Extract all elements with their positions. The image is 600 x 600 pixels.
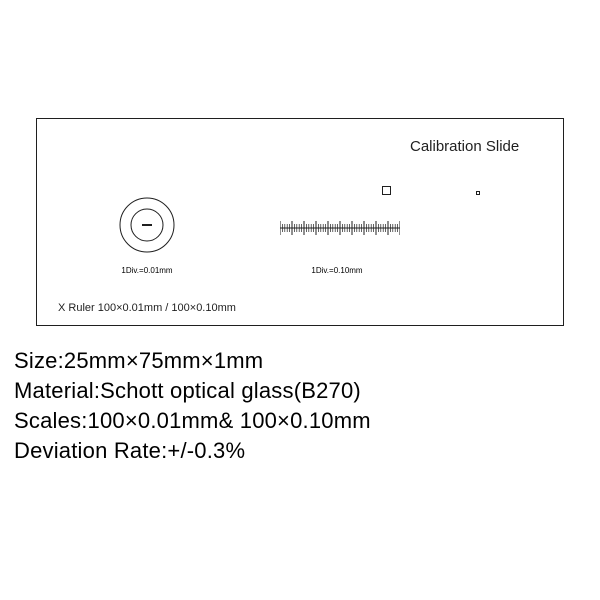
spec-line-deviation: Deviation Rate:+/-0.3%: [14, 438, 245, 464]
page: Calibration Slide 1Div.=0.01mm 1Div.=0.1…: [0, 0, 600, 600]
spec-line-size: Size:25mm×75mm×1mm: [14, 348, 263, 374]
square-marker-big: [382, 186, 391, 195]
circle-svg: [118, 196, 176, 254]
circle-label: 1Div.=0.01mm: [116, 266, 178, 275]
slide-title: Calibration Slide: [410, 138, 519, 155]
ruler-svg: [280, 212, 400, 240]
spec-line-scales: Scales:100×0.01mm& 100×0.10mm: [14, 408, 371, 434]
spec-line-material: Material:Schott optical glass(B270): [14, 378, 361, 404]
ruler-label: 1Div.=0.10mm: [306, 266, 368, 275]
footer-label: X Ruler 100×0.01mm / 100×0.10mm: [58, 302, 236, 314]
ruler-icon: [280, 212, 400, 240]
square-marker-small: [476, 191, 480, 195]
circle-target-icon: [118, 196, 176, 254]
